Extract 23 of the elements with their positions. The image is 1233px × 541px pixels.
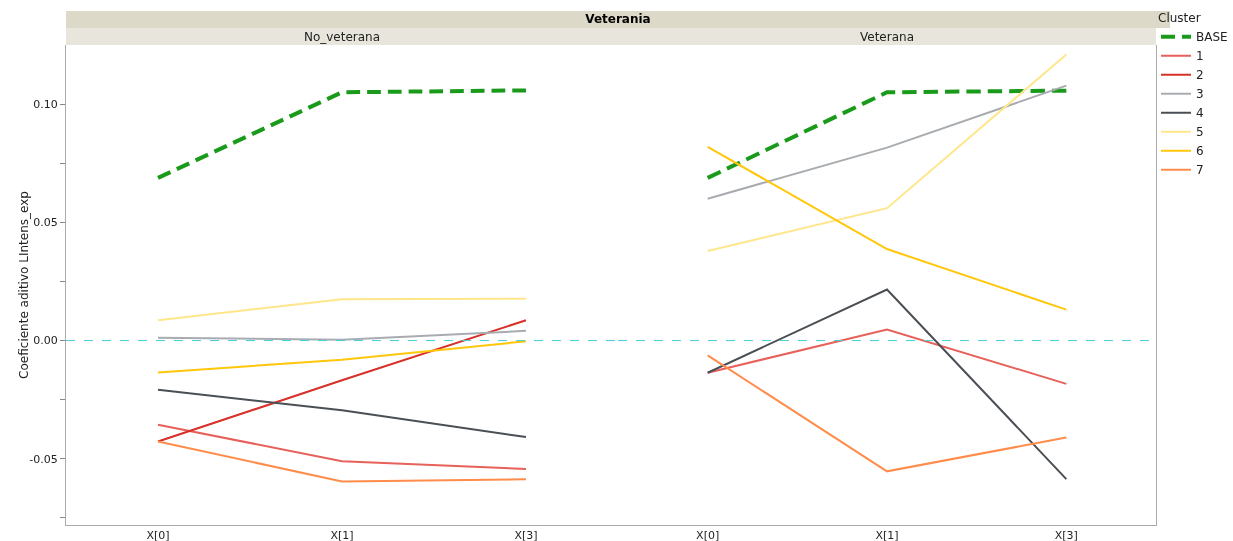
y-axis-title: Coeficiente aditivo LIntens_exp: [17, 191, 32, 379]
text: Veterania: [585, 12, 651, 26]
legend-label: BASE: [1196, 30, 1228, 45]
y-tick-label: 0.10: [33, 97, 58, 111]
x-tick-label: X[3]: [514, 529, 538, 541]
chart-title: Veterana: [860, 29, 914, 44]
x-tick-label: X[1]: [330, 529, 354, 541]
legend-label: 7: [1196, 163, 1204, 178]
legend-label: 3: [1196, 87, 1204, 102]
y-tick-label: -0.05: [29, 452, 58, 466]
x-tick-label: X[3]: [1054, 529, 1078, 541]
chart-title: No_veterana: [303, 29, 381, 44]
y-tick-label: 0.05: [33, 216, 58, 230]
x-tick-label: X[0]: [696, 529, 720, 541]
x-tick-label: X[0]: [146, 529, 170, 541]
x-tick-label: X[1]: [875, 529, 899, 541]
legend-label: 2: [1196, 68, 1204, 83]
legend-title: Cluster: [1158, 11, 1201, 26]
legend-label: 6: [1196, 144, 1204, 159]
y-tick-label: 0.00: [33, 334, 58, 348]
legend-label: 5: [1196, 125, 1204, 140]
legend-label: 4: [1196, 106, 1204, 121]
legend-label: 1: [1196, 49, 1204, 64]
